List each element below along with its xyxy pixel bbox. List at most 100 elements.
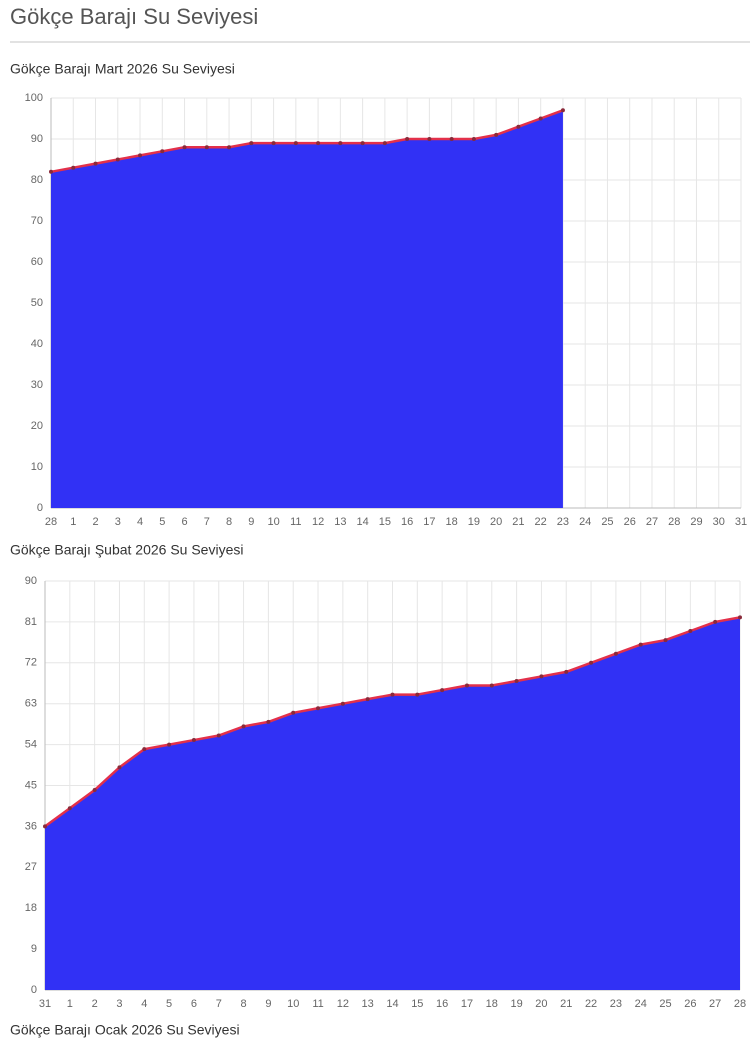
x-tick-label: 13 xyxy=(334,516,346,528)
x-tick-label: 14 xyxy=(356,516,368,528)
area xyxy=(45,617,740,990)
point xyxy=(340,701,345,706)
x-tick-label: 30 xyxy=(713,516,725,528)
area xyxy=(51,110,563,509)
y-tick-label: 70 xyxy=(31,215,43,227)
point xyxy=(564,669,569,674)
x-tick-label: 31 xyxy=(39,998,51,1010)
point xyxy=(71,165,76,170)
x-tick-label: 27 xyxy=(709,998,721,1010)
x-tick-label: 4 xyxy=(137,516,143,528)
y-tick-label: 27 xyxy=(25,861,37,873)
point xyxy=(227,145,232,150)
point xyxy=(390,692,395,697)
x-tick-label: 3 xyxy=(115,516,121,528)
y-tick-label: 80 xyxy=(31,174,43,186)
page-title: Gökçe Barajı Su Seviyesi xyxy=(10,4,258,29)
x-tick-label: 29 xyxy=(690,516,702,528)
x-tick-label: 14 xyxy=(386,998,398,1010)
point xyxy=(382,141,387,146)
y-tick-label: 40 xyxy=(31,338,43,350)
point xyxy=(489,683,494,688)
x-tick-label: 1 xyxy=(70,516,76,528)
x-tick-label: 18 xyxy=(486,998,498,1010)
line xyxy=(50,109,564,174)
x-tick-label: 9 xyxy=(248,516,254,528)
point xyxy=(539,674,544,679)
point xyxy=(138,153,143,158)
point xyxy=(638,642,643,647)
point xyxy=(191,738,196,743)
point xyxy=(405,137,410,141)
x-tick-label: 22 xyxy=(535,516,547,528)
y-tick-label: 60 xyxy=(31,256,43,268)
x-tick-label: 27 xyxy=(646,516,658,528)
point xyxy=(92,788,97,793)
x-tick-label: 19 xyxy=(510,998,522,1010)
point xyxy=(142,747,147,752)
x-tick-label: 23 xyxy=(610,998,622,1010)
y-tick-label: 90 xyxy=(31,133,43,145)
point xyxy=(241,724,246,729)
point xyxy=(449,137,454,141)
y-tick-label: 63 xyxy=(25,698,37,710)
x-tick-label: 1 xyxy=(67,998,73,1010)
x-tick-label: 15 xyxy=(379,516,391,528)
point xyxy=(538,116,543,121)
y-tick-label: 9 xyxy=(31,943,37,955)
x-tick-label: 24 xyxy=(635,998,647,1010)
x-tick-label: 12 xyxy=(312,516,324,528)
x-tick-label: 31 xyxy=(735,516,747,528)
x-tick-label: 13 xyxy=(362,998,374,1010)
y-tick-label: 36 xyxy=(25,820,37,832)
x-tick-label: 6 xyxy=(181,516,187,528)
point xyxy=(516,124,521,129)
point xyxy=(338,141,343,146)
point xyxy=(49,169,53,174)
x-tick-label: 16 xyxy=(436,998,448,1010)
x-tick-label: 28 xyxy=(668,516,680,528)
y-tick-label: 100 xyxy=(25,92,43,104)
point xyxy=(293,141,298,146)
x-tick-label: 8 xyxy=(226,516,232,528)
x-tick-label: 11 xyxy=(312,998,323,1010)
point xyxy=(360,141,365,146)
point xyxy=(589,660,594,665)
point xyxy=(365,697,370,702)
y-tick-label: 0 xyxy=(37,502,43,514)
point xyxy=(115,157,120,162)
y-tick-label: 10 xyxy=(31,461,43,473)
point xyxy=(216,733,221,738)
point xyxy=(494,132,499,137)
section-heading: Gökçe Barajı Ocak 2026 Su Seviyesi xyxy=(10,1022,240,1038)
y-tick-label: 50 xyxy=(31,297,43,309)
x-tick-label: 7 xyxy=(216,998,222,1010)
x-tick-label: 15 xyxy=(411,998,423,1010)
point xyxy=(291,710,296,715)
point xyxy=(688,628,693,633)
y-tick-label: 54 xyxy=(25,739,37,751)
x-tick-label: 18 xyxy=(446,516,458,528)
x-tick-label: 25 xyxy=(659,998,671,1010)
point xyxy=(249,141,254,146)
x-tick-label: 10 xyxy=(267,516,279,528)
y-tick-label: 0 xyxy=(31,984,37,996)
x-tick-label: 10 xyxy=(287,998,299,1010)
point xyxy=(440,688,445,693)
y-tick-label: 30 xyxy=(31,379,43,391)
x-tick-label: 8 xyxy=(241,998,247,1010)
x-tick-label: 26 xyxy=(684,998,696,1010)
point xyxy=(415,692,420,697)
y-tick-label: 18 xyxy=(25,902,37,914)
point xyxy=(43,824,47,829)
y-tick-label: 81 xyxy=(25,616,37,628)
x-tick-label: 12 xyxy=(337,998,349,1010)
x-tick-label: 28 xyxy=(45,516,57,528)
x-tick-label: 16 xyxy=(401,516,413,528)
x-tick-label: 5 xyxy=(166,998,172,1010)
point xyxy=(613,651,618,656)
point xyxy=(514,678,519,683)
x-tick-label: 20 xyxy=(490,516,502,528)
point xyxy=(117,765,122,770)
